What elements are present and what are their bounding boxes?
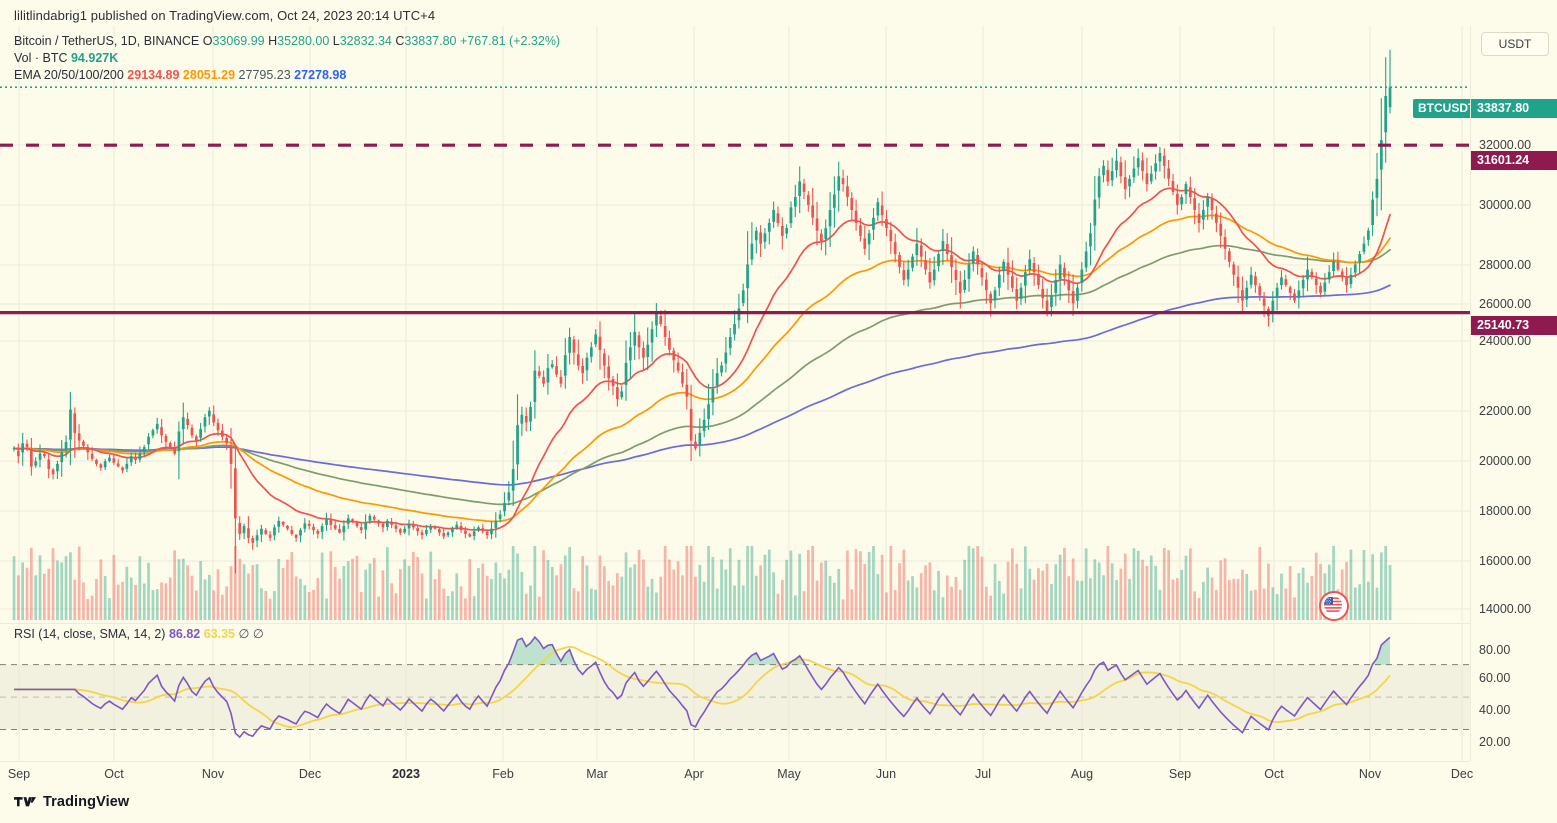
price-axis-tick: 16000.00 [1479, 554, 1532, 568]
price-axis-tick: 14000.00 [1479, 602, 1532, 616]
ema-lines [13, 187, 1391, 532]
symbol-price-badge: BTCUSDT [1413, 99, 1481, 118]
rsi-axis-tick: 80.00 [1479, 643, 1511, 657]
price-axis-tick: 26000.00 [1479, 297, 1532, 311]
price-gridlines [0, 26, 1470, 622]
footer: TradingView [14, 794, 129, 810]
rsi-axis-tick: 60.00 [1479, 671, 1511, 685]
price-level-lines [0, 86, 1470, 315]
rsi-plot [0, 624, 1470, 761]
price-axis-tick: 18000.00 [1479, 504, 1532, 518]
level-price-badge: 31601.24 [1471, 151, 1557, 170]
time-axis-tick: Nov [1358, 767, 1382, 781]
time-axis[interactable]: Sep Oct Nov Dec 2023 Feb Mar Apr May Jun Jul Aug Sep… [0, 761, 1474, 790]
candlesticks [12, 49, 1392, 574]
time-axis-tick: Oct [1264, 767, 1284, 781]
time-axis-tick: Nov [201, 767, 225, 781]
time-axis-tick: May [777, 767, 801, 781]
time-axis-tick: Jul [975, 767, 991, 781]
rsi-axis-tick: 40.00 [1479, 703, 1511, 717]
rsi-line [14, 635, 1391, 739]
price-axis[interactable]: USDT 32000.00 30000.00 28000.00 26000.00 240… [1470, 26, 1557, 761]
price-pane[interactable] [0, 26, 1470, 622]
price-axis-tick: 30000.00 [1479, 198, 1532, 212]
volume-bars [12, 546, 1392, 620]
price-axis-tick: 28000.00 [1479, 258, 1532, 272]
rsi-pane[interactable] [0, 623, 1470, 761]
time-axis-tick: Sep [7, 767, 31, 781]
time-axis-tick: Feb [492, 767, 514, 781]
price-axis-tick: 22000.00 [1479, 404, 1532, 418]
time-axis-tick: Oct [104, 767, 124, 781]
rsi-axis-tick: 20.00 [1479, 735, 1511, 749]
chart-canvas[interactable] [0, 26, 1470, 761]
price-axis-tick: 32000.00 [1479, 138, 1532, 152]
price-plot [0, 26, 1470, 622]
us-economic-event-icon[interactable] [1318, 591, 1349, 621]
ema20-line [13, 187, 1391, 532]
level-price-badge: 25140.73 [1471, 316, 1557, 335]
time-axis-tick: 2023 [392, 767, 420, 781]
last-price-badge: 33837.80 [1471, 99, 1557, 118]
time-axis-tick: Sep [1168, 767, 1192, 781]
time-axis-tick: Mar [586, 767, 608, 781]
time-axis-tick: Aug [1070, 767, 1094, 781]
price-axis-tick: 24000.00 [1479, 334, 1532, 348]
time-axis-tick: Dec [298, 767, 322, 781]
time-axis-tick: Dec [1450, 767, 1474, 781]
price-axis-tick: 20000.00 [1479, 454, 1532, 468]
ema100-line [13, 244, 1391, 506]
time-axis-tick: Jun [875, 767, 897, 781]
ema50-line [13, 214, 1391, 523]
tradingview-logo-icon [14, 797, 36, 807]
currency-chip[interactable]: USDT [1481, 32, 1549, 56]
time-axis-tick: Apr [684, 767, 704, 781]
rsi-overbought-fill [508, 637, 1390, 665]
tradingview-wordmark: TradingView [43, 794, 130, 810]
published-byline: lilitlindabrig1 published on TradingView… [14, 8, 436, 23]
